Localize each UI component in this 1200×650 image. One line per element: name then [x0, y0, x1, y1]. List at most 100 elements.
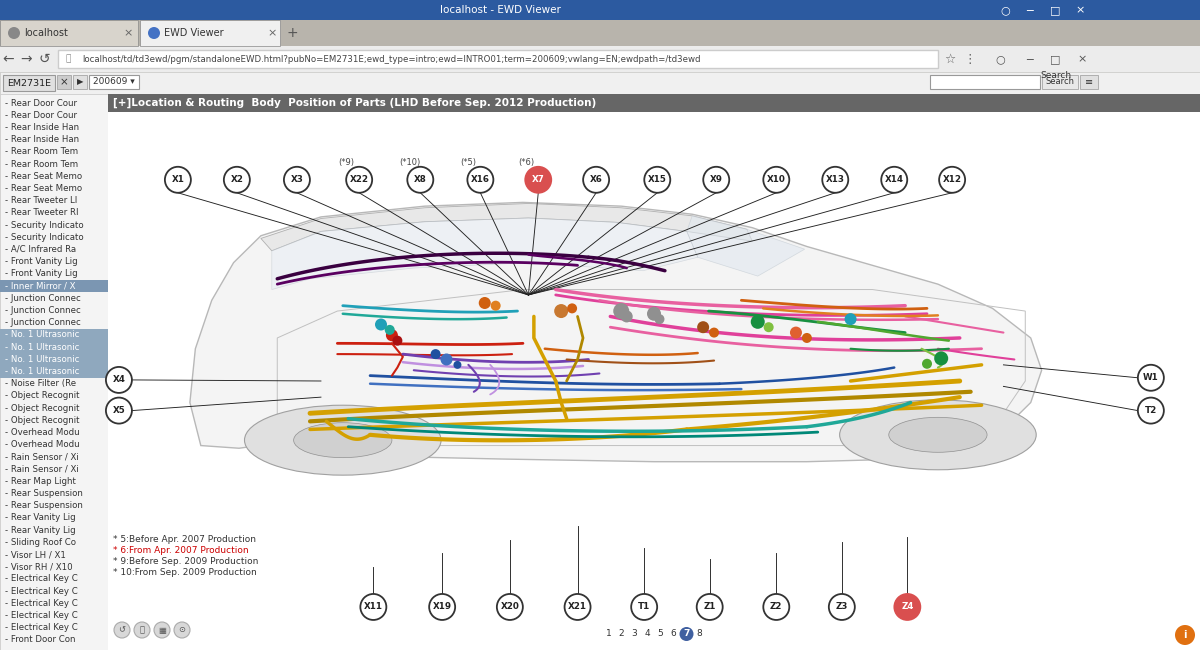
Text: * 6:From Apr. 2007 Production: * 6:From Apr. 2007 Production	[114, 546, 250, 555]
Circle shape	[134, 622, 150, 638]
Text: W1: W1	[1142, 373, 1159, 382]
Text: - Junction Connec: - Junction Connec	[5, 294, 80, 303]
Text: * 10:From Sep. 2009 Production: * 10:From Sep. 2009 Production	[114, 568, 257, 577]
Circle shape	[430, 594, 455, 620]
Text: EM2731E: EM2731E	[7, 79, 50, 88]
Text: - Electrical Key C: - Electrical Key C	[5, 586, 78, 595]
Circle shape	[467, 167, 493, 193]
Circle shape	[497, 594, 523, 620]
Text: - A/C Infrared Ra: - A/C Infrared Ra	[5, 245, 76, 254]
Text: ○: ○	[995, 54, 1004, 64]
Text: - Front Door Con: - Front Door Con	[5, 636, 76, 644]
Text: localhost: localhost	[24, 28, 68, 38]
Circle shape	[554, 304, 568, 318]
Bar	[0, 0, 1200, 20]
Text: 4: 4	[644, 629, 650, 638]
Text: - Rear Door Cour: - Rear Door Cour	[5, 99, 77, 108]
Circle shape	[1138, 398, 1164, 424]
Text: - Noise Filter (Re: - Noise Filter (Re	[5, 379, 76, 388]
Ellipse shape	[294, 422, 392, 458]
Text: - Rear Door Cour: - Rear Door Cour	[5, 111, 77, 120]
Circle shape	[644, 167, 671, 193]
Text: ⋮: ⋮	[964, 53, 977, 66]
Bar	[58, 75, 71, 89]
Text: [+]Location & Routing  Body  Position of Parts (LHD Before Sep. 2012 Production): [+]Location & Routing Body Position of P…	[113, 98, 596, 108]
Text: X4: X4	[113, 376, 125, 384]
Ellipse shape	[889, 417, 988, 452]
Text: ←: ←	[2, 52, 14, 66]
Text: X8: X8	[414, 176, 427, 185]
Polygon shape	[260, 203, 752, 251]
Text: ×: ×	[124, 28, 133, 38]
Circle shape	[763, 594, 790, 620]
Circle shape	[392, 335, 402, 346]
Circle shape	[346, 167, 372, 193]
Text: X15: X15	[648, 176, 667, 185]
Bar	[140, 20, 280, 46]
Text: ↺: ↺	[38, 52, 50, 66]
Text: - Electrical Key C: - Electrical Key C	[5, 575, 78, 584]
Circle shape	[1175, 625, 1195, 645]
Circle shape	[526, 167, 551, 193]
Bar	[58, 50, 938, 68]
Bar	[0, 20, 1200, 46]
Circle shape	[431, 349, 440, 359]
Text: X11: X11	[364, 603, 383, 612]
Bar	[89, 75, 139, 89]
Circle shape	[174, 622, 190, 638]
Circle shape	[491, 301, 500, 311]
Circle shape	[679, 627, 694, 641]
Text: - Rear Room Tem: - Rear Room Tem	[5, 160, 78, 168]
Text: X9: X9	[710, 176, 722, 185]
Text: Z2: Z2	[770, 603, 782, 612]
Circle shape	[148, 27, 160, 39]
Text: localhost - EWD Viewer: localhost - EWD Viewer	[439, 5, 560, 15]
Bar	[0, 94, 108, 650]
Text: Search: Search	[1040, 70, 1072, 79]
Text: localhost/td/td3ewd/pgm/standaloneEWD.html?pubNo=EM2731E;ewd_type=intro;ewd=INTR: localhost/td/td3ewd/pgm/standaloneEWD.ht…	[82, 55, 701, 64]
Bar	[0, 341, 108, 353]
Text: - Visor LH / X1: - Visor LH / X1	[5, 550, 66, 559]
Circle shape	[374, 318, 386, 330]
Polygon shape	[686, 216, 805, 276]
Text: - Overhead Modu: - Overhead Modu	[5, 428, 79, 437]
Text: - No. 1 Ultrasonic: - No. 1 Ultrasonic	[5, 367, 79, 376]
Text: Search: Search	[1045, 77, 1074, 86]
Text: - No. 1 Ultrasonic: - No. 1 Ultrasonic	[5, 330, 79, 339]
Text: - Rear Suspension: - Rear Suspension	[5, 501, 83, 510]
Text: - Rain Sensor / Xi: - Rain Sensor / Xi	[5, 452, 79, 462]
Text: +: +	[286, 26, 298, 40]
Text: - Rear Inside Han: - Rear Inside Han	[5, 123, 79, 132]
Circle shape	[479, 297, 491, 309]
Text: X22: X22	[349, 176, 368, 185]
Text: - Junction Connec: - Junction Connec	[5, 318, 80, 327]
Text: □: □	[1050, 5, 1061, 15]
Text: X14: X14	[884, 176, 904, 185]
Bar	[73, 75, 88, 89]
Circle shape	[407, 167, 433, 193]
Text: - No. 1 Ultrasonic: - No. 1 Ultrasonic	[5, 355, 79, 364]
Bar	[930, 75, 1040, 89]
Text: - Object Recognit: - Object Recognit	[5, 404, 79, 413]
Text: X1: X1	[172, 176, 185, 185]
Circle shape	[654, 314, 665, 324]
Text: X10: X10	[767, 176, 786, 185]
Text: 1: 1	[606, 629, 611, 638]
Text: T2: T2	[1145, 406, 1157, 415]
Text: Z4: Z4	[901, 603, 913, 612]
Text: 7: 7	[683, 629, 690, 638]
Circle shape	[568, 304, 577, 313]
Circle shape	[164, 167, 191, 193]
Text: Z3: Z3	[835, 603, 848, 612]
Text: (*10): (*10)	[398, 157, 420, 166]
Bar	[108, 112, 1200, 650]
Text: - Visor RH / X10: - Visor RH / X10	[5, 562, 73, 571]
Text: ↺: ↺	[119, 625, 126, 634]
Text: ×: ×	[60, 77, 68, 87]
Text: X6: X6	[589, 176, 602, 185]
Text: - Rear Map Light: - Rear Map Light	[5, 477, 76, 486]
Circle shape	[440, 354, 452, 365]
Text: ×: ×	[1078, 54, 1087, 64]
Circle shape	[114, 622, 130, 638]
Ellipse shape	[840, 400, 1037, 470]
